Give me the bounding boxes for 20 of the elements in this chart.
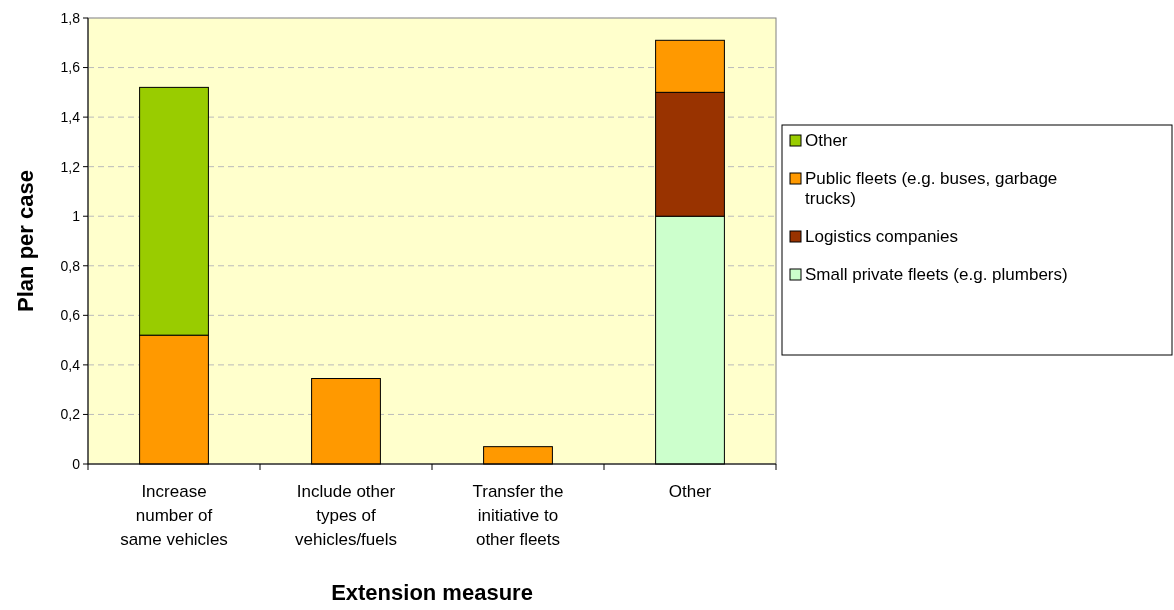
legend-label: Logistics companies [805, 227, 959, 246]
y-tick-label: 1,6 [60, 59, 81, 76]
x-tick-label: Other [668, 482, 712, 501]
y-tick-label: 1,4 [60, 109, 81, 126]
y-tick-label: 0,6 [60, 307, 81, 324]
x-tick-label: Include other types of vehicles/fuels [294, 482, 398, 549]
legend-label: Public fleets (e.g. buses, garbage trucks) [805, 169, 1058, 208]
x-tick-label: Increase number of same vehicles [120, 482, 228, 549]
y-tick-label: 0,2 [60, 406, 81, 423]
y-tick-label: 1 [72, 208, 81, 225]
x-tick-label: Transfer the initiative to other fleets [472, 482, 564, 549]
y-tick-label: 1,2 [60, 158, 81, 175]
y-tick-label: 0,4 [60, 356, 81, 373]
y-axis-title: Plan per case [13, 170, 38, 312]
legend-label: Other [805, 131, 848, 150]
legend-label: Small private fleets (e.g. plumbers) [805, 265, 1068, 284]
y-tick-label: 0,8 [60, 257, 81, 274]
y-tick-label: 0 [72, 455, 81, 472]
y-tick-label: 1,8 [60, 9, 81, 26]
x-axis-title: Extension measure [331, 580, 533, 605]
